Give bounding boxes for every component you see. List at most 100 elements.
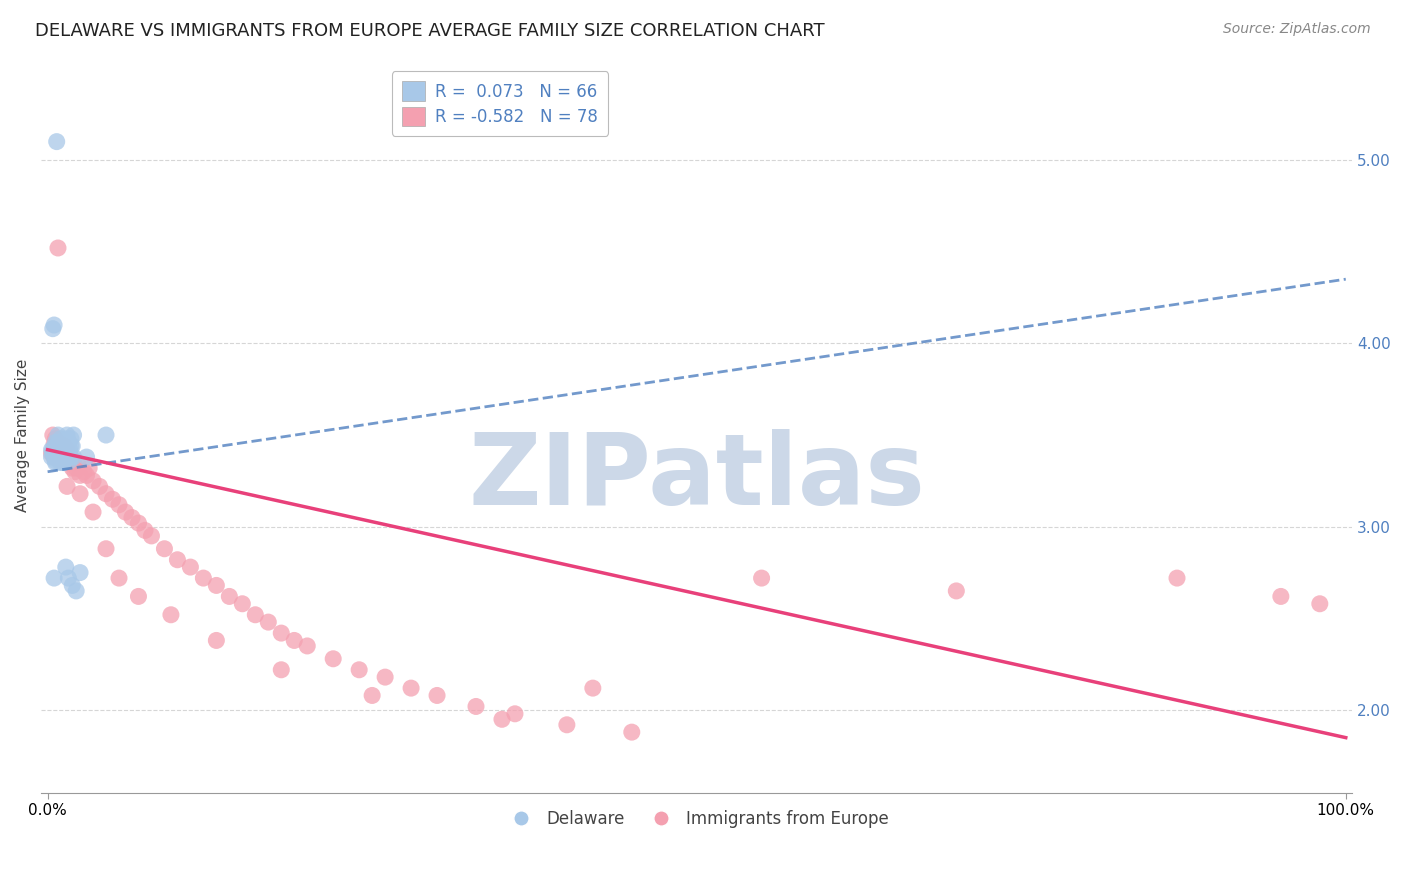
Point: [49, 454, 72, 468]
Point: [42, 321, 65, 335]
Point: [94, 428, 117, 442]
Point: [52, 456, 75, 470]
Point: [101, 492, 124, 507]
Point: [45, 439, 67, 453]
Point: [44, 439, 66, 453]
Point: [127, 516, 149, 530]
Point: [46, 450, 69, 464]
Point: [193, 571, 215, 585]
Point: [69, 468, 91, 483]
Text: DELAWARE VS IMMIGRANTS FROM EUROPE AVERAGE FAMILY SIZE CORRELATION CHART: DELAWARE VS IMMIGRANTS FROM EUROPE AVERA…: [35, 22, 825, 40]
Point: [59, 454, 82, 468]
Point: [66, 456, 89, 470]
Point: [114, 505, 136, 519]
Point: [399, 681, 422, 695]
Point: [218, 590, 240, 604]
Point: [41, 450, 63, 464]
Legend: Delaware, Immigrants from Europe: Delaware, Immigrants from Europe: [498, 803, 896, 834]
Point: [82, 474, 104, 488]
Point: [62, 450, 84, 464]
Point: [48, 442, 70, 457]
Point: [44, 456, 66, 470]
Point: [94, 541, 117, 556]
Point: [69, 487, 91, 501]
Point: [205, 633, 228, 648]
Point: [48, 450, 70, 464]
Point: [44, 454, 66, 468]
Point: [141, 529, 163, 543]
Point: [46, 442, 69, 457]
Point: [56, 432, 79, 446]
Point: [56, 428, 79, 442]
Point: [45, 135, 67, 149]
Point: [60, 461, 83, 475]
Point: [41, 446, 63, 460]
Point: [270, 663, 292, 677]
Point: [46, 241, 69, 255]
Point: [45, 446, 67, 460]
Point: [426, 689, 449, 703]
Point: [322, 652, 344, 666]
Point: [166, 553, 188, 567]
Point: [62, 428, 84, 442]
Point: [53, 435, 76, 450]
Point: [49, 435, 72, 450]
Point: [45, 439, 67, 453]
Point: [56, 442, 79, 457]
Point: [49, 432, 72, 446]
Point: [59, 450, 82, 464]
Point: [69, 566, 91, 580]
Point: [108, 571, 131, 585]
Point: [59, 432, 82, 446]
Point: [153, 541, 176, 556]
Point: [257, 615, 280, 629]
Point: [44, 432, 66, 446]
Point: [45, 439, 67, 453]
Point: [361, 689, 384, 703]
Point: [56, 450, 79, 464]
Point: [46, 428, 69, 442]
Point: [374, 670, 396, 684]
Point: [44, 435, 66, 450]
Point: [465, 699, 488, 714]
Point: [82, 505, 104, 519]
Point: [65, 461, 87, 475]
Point: [48, 454, 70, 468]
Point: [231, 597, 253, 611]
Point: [620, 725, 643, 739]
Point: [59, 439, 82, 453]
Point: [55, 442, 77, 457]
Point: [1309, 597, 1331, 611]
Point: [89, 479, 111, 493]
Point: [1270, 590, 1292, 604]
Point: [51, 450, 73, 464]
Point: [127, 590, 149, 604]
Point: [582, 681, 605, 695]
Point: [49, 456, 72, 470]
Point: [53, 439, 76, 453]
Point: [42, 437, 65, 451]
Point: [491, 712, 513, 726]
Point: [58, 450, 80, 464]
Point: [51, 439, 73, 453]
Point: [46, 450, 69, 464]
Point: [59, 456, 82, 470]
Point: [59, 442, 82, 457]
Point: [46, 435, 69, 450]
Point: [55, 560, 77, 574]
Point: [48, 442, 70, 457]
Point: [51, 442, 73, 457]
Point: [503, 706, 526, 721]
Point: [52, 456, 75, 470]
Point: [42, 446, 65, 460]
Point: [134, 524, 156, 538]
Point: [205, 578, 228, 592]
Point: [65, 583, 87, 598]
Point: [41, 442, 63, 457]
Point: [42, 318, 65, 332]
Point: [58, 571, 80, 585]
Point: [63, 465, 86, 479]
Point: [60, 439, 83, 453]
Point: [58, 435, 80, 450]
Text: Source: ZipAtlas.com: Source: ZipAtlas.com: [1223, 22, 1371, 37]
